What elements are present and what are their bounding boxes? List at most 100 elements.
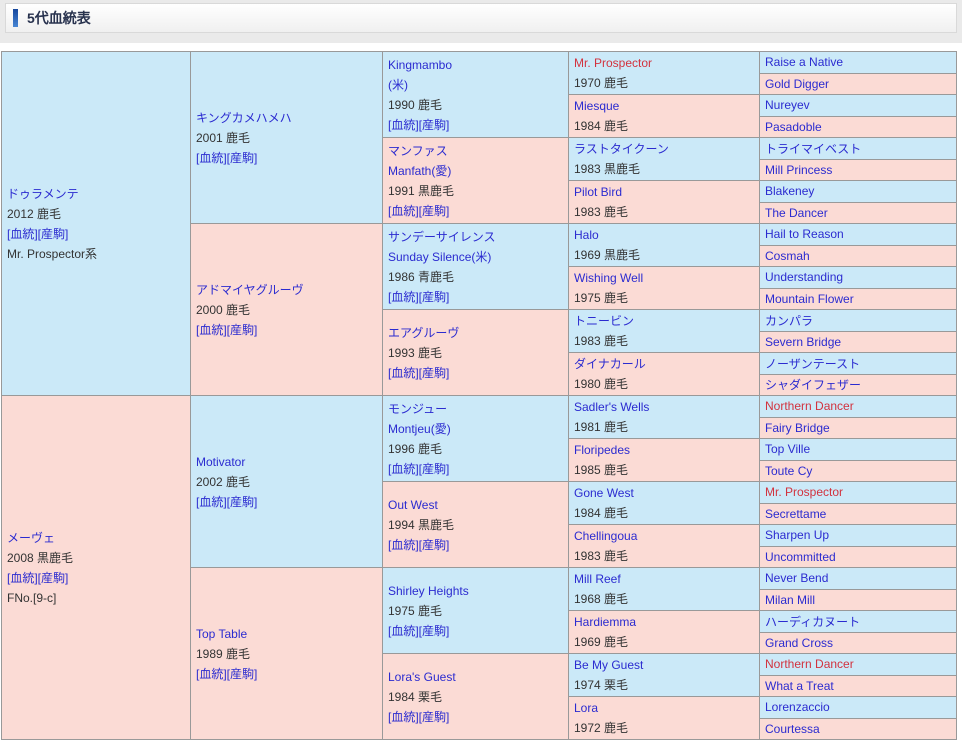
horse-link[interactable]: Top Table — [196, 626, 248, 641]
blood-link[interactable]: [血統] — [196, 322, 227, 337]
offspring-link[interactable]: [産駒] — [418, 203, 450, 218]
blood-link[interactable]: [血統] — [388, 365, 419, 380]
blood-link[interactable]: [血統] — [196, 666, 227, 681]
horse-link[interactable]: メーヴェ — [7, 530, 56, 545]
horse-link[interactable]: Mr. Prospector — [574, 56, 653, 70]
horse-link[interactable]: トライマイベスト — [765, 141, 862, 156]
horse-link[interactable]: Sadler's Wells — [574, 400, 650, 414]
horse-link[interactable]: Raise a Native — [765, 55, 844, 70]
horse-link[interactable]: Mill Reef — [574, 572, 621, 586]
offspring-link[interactable]: [産駒] — [418, 461, 450, 476]
horse-link[interactable]: Northern Dancer — [765, 399, 854, 414]
blood-link[interactable]: [血統] — [388, 537, 419, 552]
horse-link[interactable]: ダイナカール — [574, 357, 646, 371]
blood-link[interactable]: [血統] — [7, 570, 38, 585]
horse-link[interactable]: Uncommitted — [765, 549, 836, 564]
horse-link[interactable]: ノーザンテースト — [765, 356, 861, 371]
horse-link[interactable]: Fairy Bridge — [765, 420, 830, 435]
horse-link[interactable]: Nureyev — [765, 98, 810, 113]
offspring-link[interactable]: [産駒] — [226, 150, 258, 165]
offspring-link[interactable]: [産駒] — [37, 570, 69, 585]
horse-link[interactable]: トニービン — [574, 314, 635, 328]
horse-link[interactable]: Gold Digger — [765, 76, 830, 91]
offspring-link[interactable]: [産駒] — [37, 226, 69, 241]
horse-link[interactable]: Pasadoble — [765, 119, 822, 134]
horse-link[interactable]: Mill Princess — [765, 162, 833, 177]
offspring-link[interactable]: [産駒] — [418, 365, 450, 380]
offspring-link[interactable]: [産駒] — [226, 494, 258, 509]
horse-link[interactable]: Northern Dancer — [765, 657, 854, 672]
horse-link[interactable]: Chellingoua — [574, 529, 638, 543]
horse-link[interactable]: Hail to Reason — [765, 227, 844, 242]
horse-link[interactable]: キングカメハメハ — [196, 110, 292, 125]
horse-alias[interactable]: Sunday Silence(米) — [388, 249, 492, 264]
horse-link[interactable]: Halo — [574, 228, 599, 242]
horse-link[interactable]: シャダイフェザー — [765, 378, 862, 393]
horse-link[interactable]: ハーディカヌート — [765, 614, 861, 629]
horse-link[interactable]: Lorenzaccio — [765, 700, 830, 715]
offspring-link[interactable]: [産駒] — [418, 289, 450, 304]
offspring-link[interactable]: [産駒] — [418, 117, 450, 132]
horse-link[interactable]: Mountain Flower — [765, 291, 854, 306]
pedigree-cell: Nureyev — [759, 94, 957, 117]
offspring-link[interactable]: [産駒] — [226, 322, 258, 337]
horse-link[interactable]: エアグルーヴ — [388, 325, 460, 340]
pedigree-cell: Courtessa — [759, 717, 957, 740]
pedigree-cell: Pilot Bird 1983 鹿毛 — [568, 180, 760, 224]
blood-link[interactable]: [血統] — [388, 623, 419, 638]
blood-link[interactable]: [血統] — [388, 203, 419, 218]
offspring-link[interactable]: [産駒] — [418, 623, 450, 638]
horse-link[interactable]: Lora — [574, 701, 599, 715]
blood-link[interactable]: [血統] — [388, 709, 419, 724]
pedigree-cell: カンパラ — [759, 309, 957, 332]
blood-link[interactable]: [血統] — [388, 461, 419, 476]
offspring-link[interactable]: [産駒] — [418, 709, 450, 724]
horse-link[interactable]: Floripedes — [574, 443, 631, 457]
horse-link[interactable]: Shirley Heights — [388, 583, 469, 598]
horse-link[interactable]: Severn Bridge — [765, 334, 842, 349]
horse-link[interactable]: Lora's Guest — [388, 669, 456, 684]
horse-link[interactable]: アドマイヤグルーヴ — [196, 282, 304, 297]
horse-link[interactable]: Grand Cross — [765, 635, 834, 650]
horse-link[interactable]: The Dancer — [765, 205, 828, 220]
horse-link[interactable]: カンパラ — [765, 313, 814, 328]
horse-link[interactable]: Miesque — [574, 99, 620, 113]
horse-link[interactable]: Never Bend — [765, 571, 829, 586]
horse-link[interactable]: Pilot Bird — [574, 185, 623, 199]
offspring-link[interactable]: [産駒] — [226, 666, 258, 681]
horse-link[interactable]: Courtessa — [765, 721, 820, 736]
horse-link[interactable]: What a Treat — [765, 678, 834, 693]
horse-link[interactable]: Secrettame — [765, 506, 827, 521]
horse-link[interactable]: マンファス — [388, 143, 448, 158]
blood-link[interactable]: [血統] — [196, 494, 227, 509]
pedigree-cell: Halo 1969 黒鹿毛 — [568, 223, 760, 267]
horse-link[interactable]: Milan Mill — [765, 592, 816, 607]
horse-alias[interactable]: (米) — [388, 77, 408, 92]
horse-link[interactable]: Motivator — [196, 454, 246, 469]
horse-alias[interactable]: Manfath(愛) — [388, 163, 452, 178]
horse-link[interactable]: Cosmah — [765, 248, 810, 263]
horse-link[interactable]: Top Ville — [765, 442, 811, 457]
horse-link[interactable]: ドゥラメンテ — [7, 186, 79, 201]
horse-link[interactable]: サンデーサイレンス — [388, 229, 496, 244]
horse-link[interactable]: Blakeney — [765, 184, 815, 199]
horse-link[interactable]: Hardiemma — [574, 615, 637, 629]
horse-link[interactable]: Understanding — [765, 270, 844, 285]
horse-alias[interactable]: Montjeu(愛) — [388, 421, 451, 436]
horse-link[interactable]: Kingmambo — [388, 57, 453, 72]
blood-link[interactable]: [血統] — [7, 226, 38, 241]
horse-link[interactable]: Be My Guest — [574, 658, 644, 672]
offspring-link[interactable]: [産駒] — [418, 537, 450, 552]
horse-link[interactable]: Sharpen Up — [765, 528, 830, 543]
horse-link[interactable]: Out West — [388, 497, 438, 512]
blood-link[interactable]: [血統] — [196, 150, 227, 165]
horse-link[interactable]: Gone West — [574, 486, 634, 500]
blood-link[interactable]: [血統] — [388, 289, 419, 304]
horse-link[interactable]: Toute Cy — [765, 463, 813, 478]
horse-link[interactable]: モンジュー — [388, 401, 448, 416]
horse-link[interactable]: Wishing Well — [574, 271, 644, 285]
horse-link[interactable]: ラストタイクーン — [574, 142, 669, 156]
blood-link[interactable]: [血統] — [388, 117, 419, 132]
horse-link[interactable]: Mr. Prospector — [765, 485, 844, 500]
pedigree-cell: エアグルーヴ 1993 鹿毛 [血統][産駒] — [382, 309, 569, 396]
